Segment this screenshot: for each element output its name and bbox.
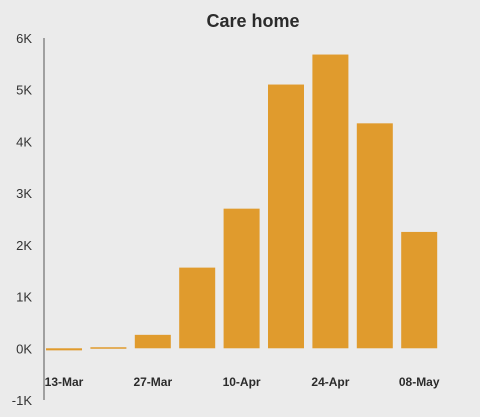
bar-24-Apr — [312, 54, 349, 349]
bar-27-Mar — [134, 334, 171, 349]
bar-01-May — [356, 123, 393, 349]
x-tick-label: 10-Apr — [223, 375, 261, 389]
bar-10-Apr — [223, 208, 260, 349]
bar-17-Apr — [268, 84, 304, 349]
bars — [46, 54, 438, 351]
y-axis-ticks: 6K 5K 4K 3K 2K 1K 0K -1K — [12, 31, 33, 408]
chart-title: Care home — [206, 11, 299, 31]
y-tick-label: 0K — [16, 341, 32, 356]
y-tick-label: 4K — [16, 134, 32, 149]
bar-20-Mar — [90, 347, 127, 349]
y-tick-label: 6K — [16, 31, 32, 46]
bar-08-May — [401, 231, 438, 349]
bar-03-Apr — [179, 267, 216, 349]
x-tick-label: 27-Mar — [133, 375, 172, 389]
y-tick-label: 1K — [16, 290, 32, 305]
y-tick-label: 3K — [16, 186, 32, 201]
y-tick-label: -1K — [12, 393, 33, 408]
x-axis-ticks: 13-Mar 27-Mar 10-Apr 24-Apr 08-May — [45, 375, 440, 389]
bar-13-Mar — [46, 348, 82, 351]
x-tick-label: 13-Mar — [45, 375, 84, 389]
y-tick-label: 2K — [16, 238, 32, 253]
x-tick-label: 08-May — [399, 375, 440, 389]
x-tick-label: 24-Apr — [311, 375, 349, 389]
y-tick-label: 5K — [16, 83, 32, 98]
